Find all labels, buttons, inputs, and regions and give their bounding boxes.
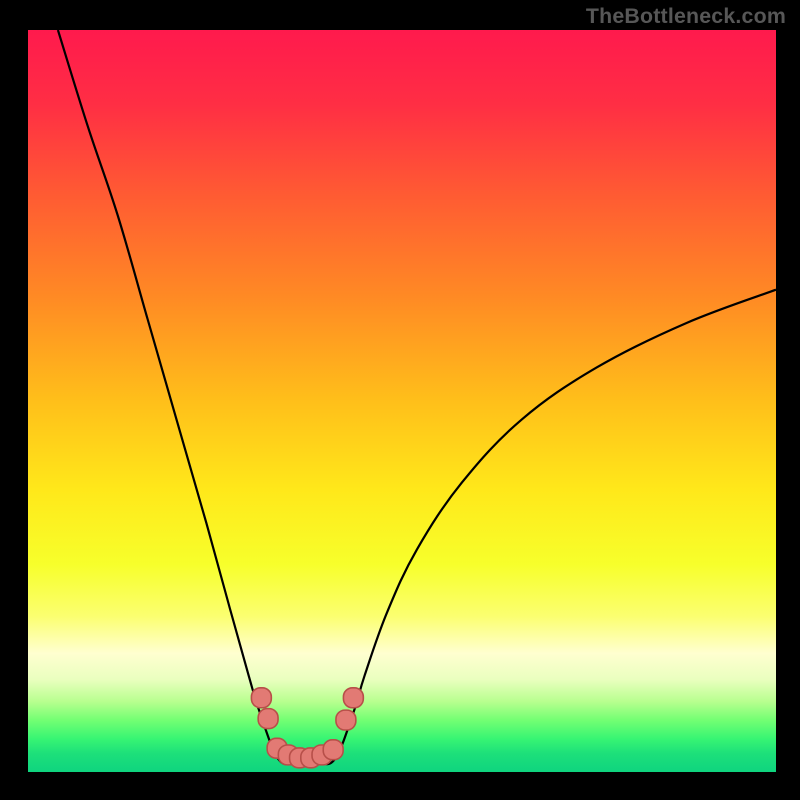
watermark-label: TheBottleneck.com [586,4,786,29]
plot-area [26,28,778,774]
valley-marker [251,688,271,708]
bottleneck-curve [58,30,776,764]
valley-marker [258,709,278,729]
valley-marker [323,740,343,760]
valley-marker [336,710,356,730]
chart-canvas: TheBottleneck.com [0,0,800,800]
valley-marker [343,688,363,708]
curve-overlay [28,30,776,772]
